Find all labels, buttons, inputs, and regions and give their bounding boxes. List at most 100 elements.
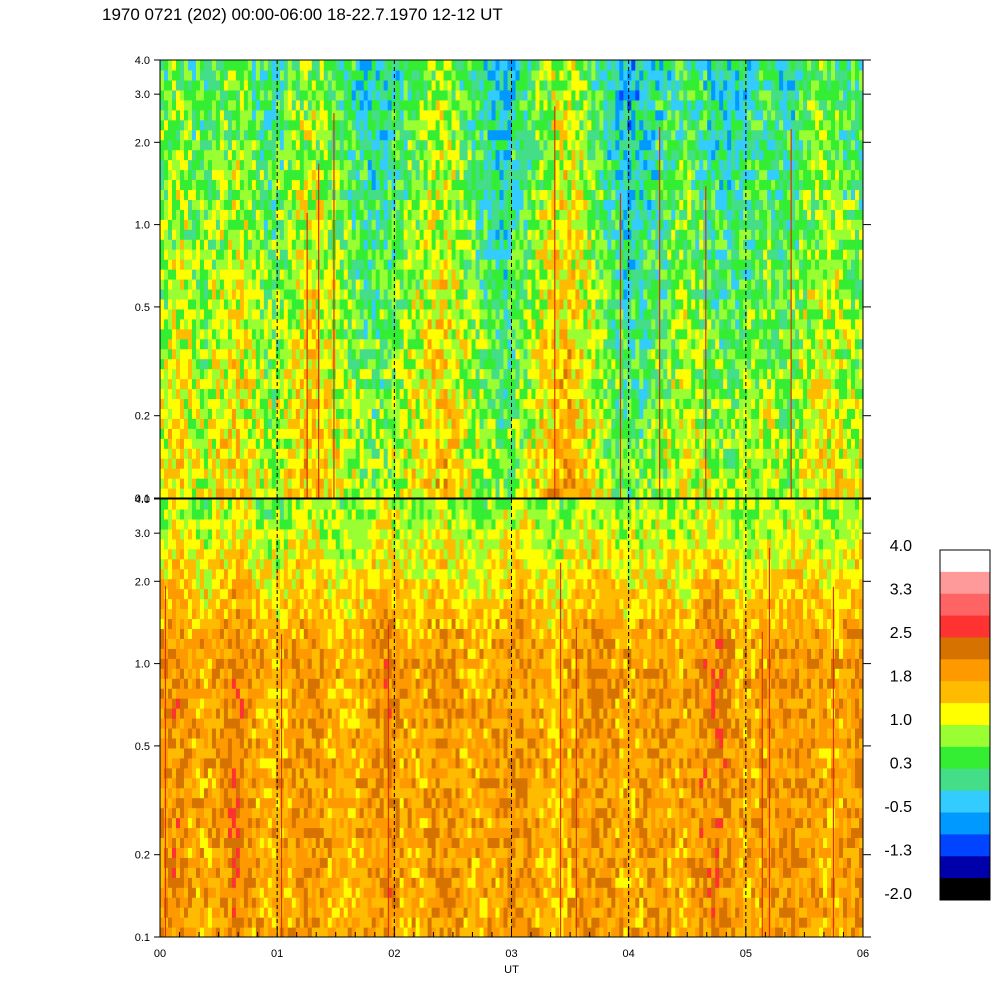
- heatmap-cell: [195, 448, 201, 459]
- heatmap-cell: [379, 328, 385, 340]
- heatmap-cell: [307, 388, 313, 400]
- heatmap-cell: [407, 209, 413, 220]
- heatmap-cell: [239, 249, 245, 260]
- heatmap-cell: [499, 60, 505, 71]
- heatmap-cell: [531, 229, 537, 240]
- heatmap-cell: [575, 239, 580, 250]
- heatmap-cell: [191, 199, 197, 210]
- heatmap-cell: [351, 60, 357, 71]
- heatmap-cell: [487, 89, 493, 101]
- heatmap-cell: [183, 149, 189, 161]
- heatmap-cell: [587, 458, 592, 469]
- heatmap-cell: [259, 348, 265, 360]
- heatmap-cell: [367, 318, 373, 330]
- heatmap-cell: [251, 239, 257, 250]
- heatmap-cell: [479, 338, 485, 350]
- heatmap-cell: [391, 418, 397, 429]
- heatmap-cell: [235, 288, 241, 300]
- heatmap-cell: [399, 209, 405, 220]
- heatmap-cell: [227, 209, 233, 220]
- heatmap-cell: [387, 328, 393, 340]
- heatmap-cell: [199, 69, 205, 81]
- heatmap-cell: [387, 60, 393, 71]
- heatmap-cell: [595, 249, 600, 260]
- heatmap-cell: [503, 199, 509, 210]
- heatmap-cell: [407, 488, 413, 498]
- heatmap-cell: [547, 189, 553, 200]
- heatmap-cell: [455, 269, 461, 280]
- heatmap-cell: [359, 338, 365, 350]
- heatmap-cell: [255, 388, 261, 400]
- heatmap-cell: [335, 318, 341, 330]
- heatmap-cell: [295, 418, 301, 429]
- heatmap-cell: [231, 179, 237, 190]
- heatmap-cell: [339, 398, 345, 409]
- heatmap-cell: [271, 149, 277, 161]
- heatmap-cell: [403, 149, 409, 161]
- heatmap-cell: [307, 69, 313, 81]
- heatmap-cell: [231, 199, 237, 210]
- heatmap-cell: [451, 169, 457, 181]
- heatmap-cell: [287, 249, 293, 260]
- heatmap-cell: [215, 328, 221, 340]
- heatmap-cell: [479, 129, 485, 141]
- heatmap-cell: [507, 269, 513, 280]
- heatmap-cell: [175, 69, 181, 81]
- heatmap-cell: [160, 308, 165, 320]
- heatmap-cell: [563, 438, 569, 449]
- heatmap-cell: [227, 468, 233, 479]
- heatmap-cell: [187, 119, 193, 131]
- heatmap-cell: [267, 259, 273, 270]
- heatmap-cell: [235, 308, 241, 320]
- heatmap-cell: [607, 458, 612, 469]
- heatmap-cell: [227, 288, 233, 300]
- heatmap-cell: [291, 119, 297, 131]
- heatmap-cell: [419, 318, 425, 330]
- heatmap-cell: [415, 328, 421, 340]
- heatmap-cell: [407, 478, 413, 489]
- heatmap-cell: [567, 249, 573, 260]
- heatmap-cell: [491, 229, 497, 240]
- heatmap-cell: [351, 398, 357, 409]
- heatmap-cell: [351, 368, 357, 380]
- heatmap-cell: [207, 259, 213, 270]
- heatmap-cell: [319, 79, 325, 91]
- heatmap-cell: [499, 298, 505, 310]
- heatmap-cell: [439, 69, 445, 81]
- heatmap-cell: [435, 318, 441, 330]
- heatmap-cell: [591, 209, 596, 220]
- heatmap-cell: [515, 99, 521, 111]
- heatmap-cell: [351, 209, 357, 220]
- heatmap-cell: [595, 418, 600, 429]
- heatmap-cell: [263, 89, 269, 101]
- heatmap-cell: [611, 398, 616, 409]
- heatmap-cell: [319, 448, 325, 459]
- heatmap-cell: [247, 408, 253, 419]
- heatmap-cell: [539, 129, 545, 141]
- heatmap-cell: [539, 338, 545, 350]
- heatmap-cell: [459, 209, 465, 220]
- heatmap-cell: [235, 328, 241, 340]
- heatmap-cell: [379, 398, 385, 409]
- heatmap-cell: [183, 458, 189, 469]
- heatmap-cell: [575, 328, 580, 340]
- heatmap-cell: [519, 388, 525, 400]
- heatmap-cell: [355, 438, 361, 449]
- heatmap-cell: [583, 468, 588, 479]
- heatmap-cell: [295, 438, 301, 449]
- heatmap-cell: [375, 338, 381, 350]
- heatmap-cell: [443, 428, 449, 439]
- heatmap-cell: [607, 159, 612, 171]
- heatmap-cell: [179, 398, 185, 409]
- heatmap-cell: [527, 458, 533, 469]
- heatmap-cell: [431, 279, 437, 290]
- heatmap-cell: [223, 239, 229, 250]
- heatmap-cell: [607, 109, 612, 121]
- heatmap-cell: [547, 129, 553, 141]
- heatmap-cell: [543, 139, 549, 151]
- heatmap-cell: [255, 229, 261, 240]
- heatmap-cell: [375, 478, 381, 489]
- heatmap-cell: [303, 119, 309, 131]
- heatmap-cell: [583, 318, 588, 330]
- heatmap-cell: [499, 129, 505, 141]
